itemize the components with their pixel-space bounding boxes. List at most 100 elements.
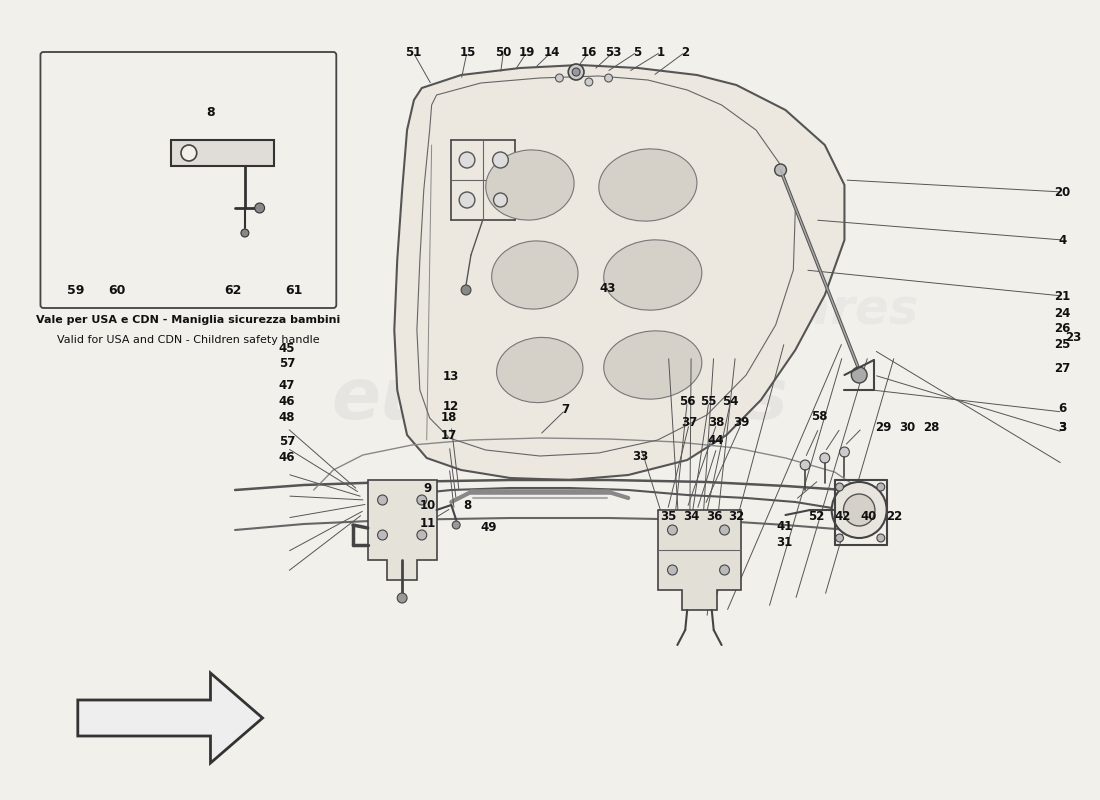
Circle shape [820, 453, 829, 463]
Circle shape [461, 285, 471, 295]
Text: 26: 26 [1054, 322, 1070, 334]
Text: 16: 16 [581, 46, 597, 58]
Text: 27: 27 [1054, 362, 1070, 374]
Text: 25: 25 [1054, 338, 1070, 350]
Text: 8: 8 [463, 499, 472, 512]
Text: 15: 15 [460, 46, 475, 58]
Ellipse shape [486, 150, 574, 220]
Text: 20: 20 [1054, 186, 1070, 198]
Ellipse shape [604, 240, 702, 310]
Text: 19: 19 [519, 46, 536, 58]
FancyBboxPatch shape [41, 52, 337, 308]
Text: 53: 53 [605, 46, 621, 58]
Text: 6: 6 [1058, 402, 1066, 414]
Text: 5: 5 [634, 46, 641, 58]
Text: 32: 32 [728, 510, 745, 522]
Text: 45: 45 [278, 342, 295, 354]
Text: 56: 56 [679, 395, 695, 408]
Circle shape [255, 203, 264, 213]
Text: 48: 48 [278, 411, 295, 424]
Circle shape [668, 525, 678, 535]
Text: 47: 47 [278, 379, 295, 392]
Polygon shape [78, 673, 263, 763]
Text: 3: 3 [1058, 422, 1066, 434]
Circle shape [605, 74, 613, 82]
Text: 7: 7 [561, 403, 569, 416]
Circle shape [417, 495, 427, 505]
Circle shape [452, 521, 460, 529]
Text: 43: 43 [600, 282, 616, 294]
Circle shape [832, 482, 887, 538]
Circle shape [459, 192, 475, 208]
Circle shape [844, 494, 875, 526]
Text: 57: 57 [278, 435, 295, 448]
Text: 41: 41 [777, 520, 792, 533]
Circle shape [839, 447, 849, 457]
Text: 59: 59 [67, 283, 85, 297]
Polygon shape [394, 65, 845, 480]
Circle shape [774, 164, 786, 176]
Text: 9: 9 [424, 482, 431, 494]
Circle shape [377, 495, 387, 505]
Text: 51: 51 [405, 46, 421, 58]
Text: 14: 14 [543, 46, 560, 58]
Circle shape [494, 193, 507, 207]
Text: 50: 50 [495, 46, 512, 58]
Circle shape [459, 152, 475, 168]
Text: 23: 23 [1065, 331, 1081, 344]
Text: 37: 37 [681, 416, 697, 429]
Text: 39: 39 [733, 416, 749, 429]
Circle shape [569, 64, 584, 80]
Text: 12: 12 [443, 400, 460, 413]
Text: 8: 8 [206, 106, 214, 119]
Text: 21: 21 [1054, 290, 1070, 302]
Text: spares: spares [732, 286, 918, 334]
Circle shape [836, 483, 844, 491]
Text: 22: 22 [887, 510, 903, 522]
Circle shape [719, 525, 729, 535]
Circle shape [719, 565, 729, 575]
Text: 13: 13 [443, 370, 460, 382]
Text: 30: 30 [900, 422, 915, 434]
Text: 28: 28 [923, 422, 939, 434]
Circle shape [377, 530, 387, 540]
Text: 38: 38 [708, 416, 725, 429]
Text: 24: 24 [1054, 307, 1070, 320]
Circle shape [877, 534, 884, 542]
Text: Valid for USA and CDN - Children safety handle: Valid for USA and CDN - Children safety … [56, 335, 319, 345]
Text: 4: 4 [1058, 234, 1066, 246]
Text: 61: 61 [285, 283, 303, 297]
Circle shape [397, 593, 407, 603]
Text: 31: 31 [777, 536, 792, 549]
Circle shape [493, 152, 508, 168]
Text: 49: 49 [481, 522, 497, 534]
Ellipse shape [496, 338, 583, 402]
Text: 57: 57 [278, 358, 295, 370]
Text: 3: 3 [1058, 422, 1066, 434]
Text: 54: 54 [722, 395, 738, 408]
Text: 35: 35 [660, 510, 676, 522]
Circle shape [668, 565, 678, 575]
Text: 10: 10 [419, 499, 436, 512]
Circle shape [877, 483, 884, 491]
Text: 18: 18 [441, 411, 458, 424]
Text: 52: 52 [808, 510, 825, 522]
Text: 44: 44 [708, 434, 725, 446]
Polygon shape [367, 480, 437, 580]
Text: 46: 46 [278, 395, 295, 408]
Circle shape [851, 367, 867, 383]
Ellipse shape [604, 331, 702, 399]
Text: 58: 58 [811, 410, 827, 422]
Circle shape [572, 68, 580, 76]
Text: 11: 11 [419, 517, 436, 530]
Text: 2: 2 [681, 46, 689, 58]
Text: 40: 40 [860, 510, 877, 522]
Text: 17: 17 [441, 430, 458, 442]
Text: 34: 34 [683, 510, 700, 522]
Ellipse shape [492, 241, 578, 309]
Text: 29: 29 [876, 422, 892, 434]
Polygon shape [658, 510, 741, 610]
Polygon shape [172, 140, 274, 166]
Circle shape [800, 460, 810, 470]
Text: 33: 33 [632, 450, 649, 462]
